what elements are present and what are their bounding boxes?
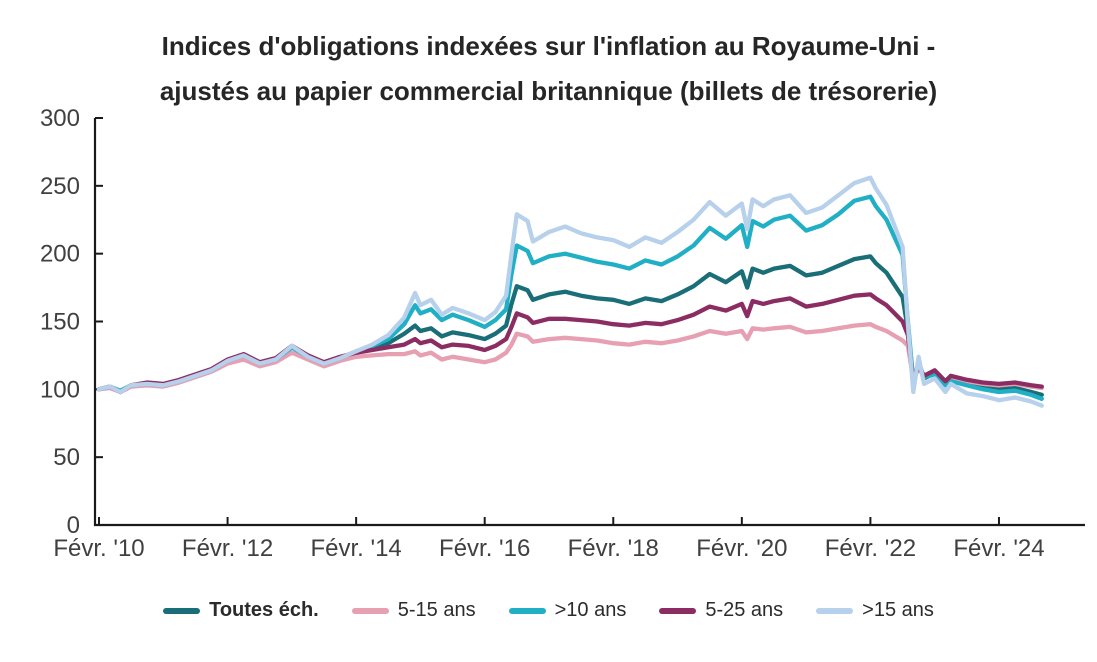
chart-title-line2: ajustés au papier commercial britannique…: [159, 76, 938, 106]
x-tick-label: Févr. '10: [53, 535, 144, 562]
x-tick-label: Févr. '16: [439, 535, 530, 562]
legend-label: >10 ans: [554, 599, 627, 621]
y-tick-label: 0: [67, 512, 80, 539]
x-tick-label: Févr. '24: [953, 535, 1044, 562]
legend-item-4: >15 ans: [816, 599, 934, 622]
x-tick-label: Févr. '12: [182, 535, 273, 562]
chart-title-line1: Indices d'obligations indexées sur l'inf…: [161, 31, 936, 61]
legend-item-0: Toutes éch.: [163, 599, 319, 622]
legend-label: 5-15 ans: [397, 599, 476, 621]
legend-line-swatch: [351, 607, 389, 614]
legend-line-swatch: [659, 607, 697, 614]
legend-item-3: 5-25 ans: [659, 599, 783, 622]
legend-label: 5-25 ans: [705, 599, 784, 621]
x-tick-label: Févr. '18: [568, 535, 659, 562]
x-tick-label: Févr. '14: [310, 535, 401, 562]
chart-legend: Toutes éch. 5-15 ans >10 ans 5-25 ans >15 an…: [0, 599, 1097, 622]
series-line-4: [96, 175, 1044, 408]
y-tick-label: 50: [53, 444, 80, 471]
x-tick-label: Févr. '22: [825, 535, 916, 562]
legend-line-swatch: [508, 607, 546, 614]
y-tick-label: 250: [40, 173, 80, 200]
legend-item-1: 5-15 ans: [351, 599, 476, 622]
y-tick-label: 150: [40, 308, 80, 335]
y-tick-label: 300: [40, 105, 80, 132]
series-line-0: [96, 254, 1044, 397]
series-line-3: [96, 292, 1044, 395]
legend-line-swatch: [163, 607, 201, 614]
legend-label: >15 ans: [862, 599, 934, 621]
chart-title: Indices d'obligations indexées sur l'inf…: [0, 24, 1097, 114]
legend-label: Toutes éch.: [209, 599, 319, 621]
x-tick-label: Févr. '20: [696, 535, 787, 562]
y-tick-label: 200: [40, 241, 80, 268]
legend-item-2: >10 ans: [508, 599, 627, 622]
y-tick-label: 100: [40, 376, 80, 403]
legend-line-swatch: [816, 607, 854, 614]
